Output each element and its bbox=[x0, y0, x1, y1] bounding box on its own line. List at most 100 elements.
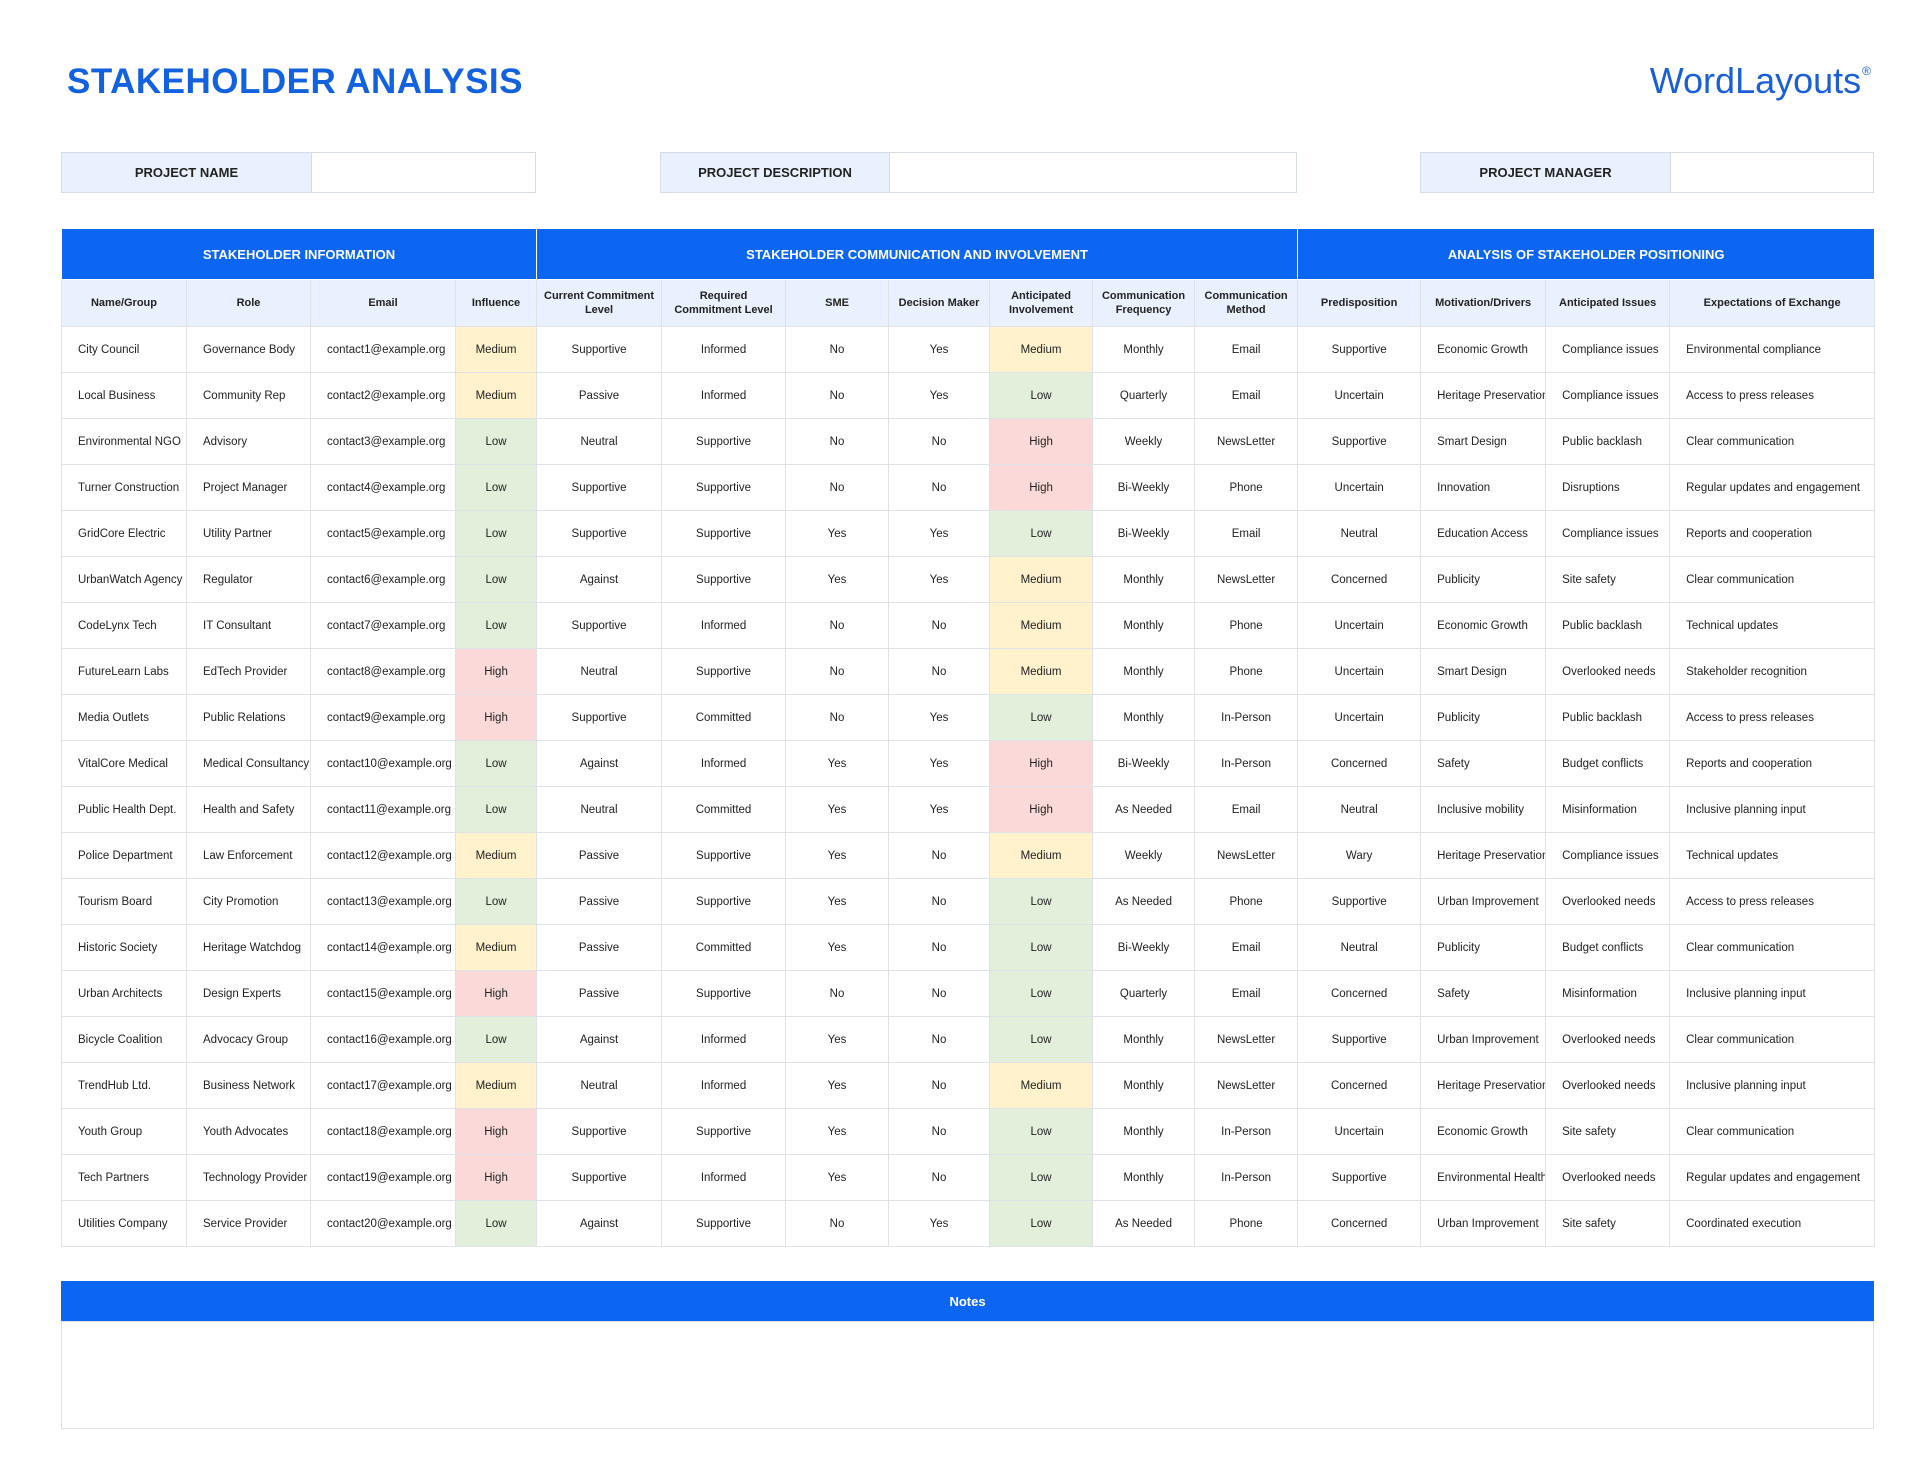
table-cell: Overlooked needs bbox=[1545, 1062, 1671, 1109]
table-cell: Urban Improvement bbox=[1420, 1200, 1547, 1247]
table-cell: Access to press releases bbox=[1669, 372, 1876, 419]
table-cell: Heritage Preservation bbox=[1420, 832, 1547, 879]
table-cell: Service Provider bbox=[186, 1200, 311, 1247]
table-cell: No bbox=[888, 418, 991, 465]
table-cell: Yes bbox=[888, 786, 991, 833]
table-cell: No bbox=[888, 878, 991, 925]
table-row: Tourism Board City Promotion contact13@exa… bbox=[61, 878, 1876, 925]
table-cell: contact18@example.org bbox=[310, 1108, 456, 1155]
table-cell: No bbox=[785, 694, 890, 741]
table-cell: Compliance issues bbox=[1545, 832, 1671, 879]
table-cell: Medium bbox=[454, 924, 538, 971]
table-cell: Yes bbox=[785, 832, 890, 879]
table-cell: Yes bbox=[785, 924, 890, 971]
table-cell: Informed bbox=[661, 602, 787, 649]
table-cell: Phone bbox=[1194, 1200, 1299, 1247]
table-cell: Low bbox=[989, 694, 1094, 741]
table-cell: Medium bbox=[989, 648, 1094, 695]
group-header: STAKEHOLDER COMMUNICATION AND INVOLVEMEN… bbox=[536, 228, 1299, 280]
field-input[interactable] bbox=[890, 153, 1296, 192]
table-cell: Urban Improvement bbox=[1420, 1016, 1547, 1063]
table-cell: Monthly bbox=[1092, 556, 1196, 603]
table-cell: Urban Architects bbox=[61, 970, 187, 1017]
table-cell: Medium bbox=[454, 326, 538, 373]
table-cell: Quarterly bbox=[1092, 970, 1196, 1017]
table-cell: contact20@example.org bbox=[310, 1200, 456, 1247]
table-cell: CodeLynx Tech bbox=[61, 602, 187, 649]
table-cell: Neutral bbox=[1297, 786, 1422, 833]
table-cell: No bbox=[888, 1016, 991, 1063]
table-cell: Heritage Preservation bbox=[1420, 1062, 1547, 1109]
table-cell: Neutral bbox=[1297, 924, 1422, 971]
table-cell: contact8@example.org bbox=[310, 648, 456, 695]
table-cell: Concerned bbox=[1297, 1062, 1422, 1109]
table-cell: High bbox=[989, 740, 1094, 787]
table-cell: GridCore Electric bbox=[61, 510, 187, 557]
table-cell: Low bbox=[989, 372, 1094, 419]
table-cell: Low bbox=[989, 1108, 1094, 1155]
table-cell: Environmental Health bbox=[1420, 1154, 1547, 1201]
table-cell: Supportive bbox=[661, 418, 787, 465]
table-cell: City Council bbox=[61, 326, 187, 373]
table-cell: No bbox=[888, 648, 991, 695]
table-cell: Compliance issues bbox=[1545, 326, 1671, 373]
table-cell: Supportive bbox=[661, 510, 787, 557]
table-cell: Bi-Weekly bbox=[1092, 924, 1196, 971]
table-cell: Utilities Company bbox=[61, 1200, 187, 1247]
table-cell: Clear communication bbox=[1669, 1016, 1876, 1063]
table-row: CodeLynx Tech IT Consultant contact7@examp… bbox=[61, 602, 1876, 649]
table-cell: Stakeholder recognition bbox=[1669, 648, 1876, 695]
table-cell: High bbox=[454, 1108, 538, 1155]
table-cell: Neutral bbox=[536, 786, 663, 833]
table-cell: Uncertain bbox=[1297, 694, 1422, 741]
table-row: Public Health Dept. Health and Safety cont… bbox=[61, 786, 1876, 833]
table-cell: Passive bbox=[536, 832, 663, 879]
table-cell: Public backlash bbox=[1545, 418, 1671, 465]
table-cell: Overlooked needs bbox=[1545, 1154, 1671, 1201]
table-cell: Low bbox=[989, 1200, 1094, 1247]
table-cell: Education Access bbox=[1420, 510, 1547, 557]
column-header: Decision Maker bbox=[888, 279, 991, 327]
notes-area[interactable] bbox=[61, 1321, 1874, 1429]
table-cell: Uncertain bbox=[1297, 464, 1422, 511]
table-cell: contact12@example.org bbox=[310, 832, 456, 879]
table-cell: Public backlash bbox=[1545, 602, 1671, 649]
table-row: GridCore Electric Utility Partner contact5… bbox=[61, 510, 1876, 557]
table-cell: contact1@example.org bbox=[310, 326, 456, 373]
table-cell: Law Enforcement bbox=[186, 832, 311, 879]
table-cell: Turner Construction bbox=[61, 464, 187, 511]
table-cell: Low bbox=[454, 418, 538, 465]
table-cell: Passive bbox=[536, 878, 663, 925]
table-cell: Business Network bbox=[186, 1062, 311, 1109]
table-cell: Informed bbox=[661, 1062, 787, 1109]
table-cell: Against bbox=[536, 740, 663, 787]
table-cell: Medical Consultancy bbox=[186, 740, 311, 787]
table-cell: Concerned bbox=[1297, 556, 1422, 603]
table-cell: No bbox=[888, 924, 991, 971]
table-cell: NewsLetter bbox=[1194, 1016, 1299, 1063]
table-cell: Technical updates bbox=[1669, 832, 1876, 879]
table-cell: Medium bbox=[989, 326, 1094, 373]
field-label: PROJECT NAME bbox=[62, 153, 312, 192]
table-cell: Monthly bbox=[1092, 1108, 1196, 1155]
table-cell: Email bbox=[1194, 970, 1299, 1017]
table-cell: Reports and cooperation bbox=[1669, 510, 1876, 557]
field-input[interactable] bbox=[312, 153, 535, 192]
table-cell: No bbox=[785, 464, 890, 511]
table-cell: Low bbox=[989, 878, 1094, 925]
table-cell: Low bbox=[454, 556, 538, 603]
table-row: UrbanWatch Agency Regulator contact6@examp… bbox=[61, 556, 1876, 603]
table-cell: Technology Provider bbox=[186, 1154, 311, 1201]
field-input[interactable] bbox=[1671, 153, 1873, 192]
table-row: Environmental NGO Advisory contact3@exampl… bbox=[61, 418, 1876, 465]
table-cell: Yes bbox=[888, 326, 991, 373]
project-field: PROJECT DESCRIPTION bbox=[660, 152, 1297, 193]
table-cell: Tourism Board bbox=[61, 878, 187, 925]
table-cell: contact15@example.org bbox=[310, 970, 456, 1017]
column-header: Anticipated Involvement bbox=[989, 279, 1094, 327]
table-cell: No bbox=[888, 1154, 991, 1201]
table-cell: Phone bbox=[1194, 464, 1299, 511]
table-cell: contact5@example.org bbox=[310, 510, 456, 557]
